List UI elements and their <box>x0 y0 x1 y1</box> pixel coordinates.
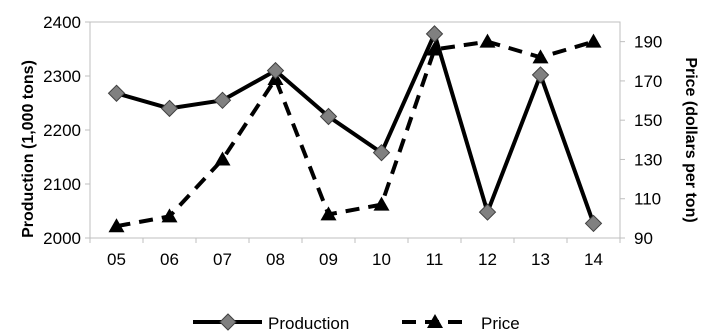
production-point <box>160 99 179 118</box>
y-left-tick-label: 2200 <box>43 121 81 140</box>
price-series-line <box>116 39 595 229</box>
y-left-tick-label: 2000 <box>43 229 81 248</box>
legend-price-marker <box>427 314 443 328</box>
x-tick-label: 06 <box>160 250 179 269</box>
x-tick-label: 09 <box>319 250 338 269</box>
x-tick-label: 05 <box>107 250 126 269</box>
y-axis-right-ticks: 90 110 130 150 170 190 <box>620 33 662 248</box>
y-right-tick-label: 110 <box>634 190 661 209</box>
production-point <box>425 25 444 43</box>
y-axis-left-ticks: 2000 2100 2200 2300 2400 <box>43 13 90 248</box>
legend-price-label: Price <box>481 314 520 332</box>
y-left-tick-label: 2300 <box>43 67 81 86</box>
legend-production-marker <box>219 313 237 331</box>
legend-price: Price <box>402 314 520 332</box>
price-point <box>532 49 549 64</box>
production-point <box>213 91 232 110</box>
legend: Production Price <box>193 313 520 332</box>
price-point <box>373 196 390 211</box>
price-point <box>320 206 337 221</box>
y-right-tick-label: 170 <box>634 72 662 91</box>
x-tick-label: 11 <box>426 250 444 269</box>
price-point <box>585 33 602 48</box>
price-point <box>161 208 178 223</box>
y-axis-right-title: Price (dollars per ton) <box>682 57 699 222</box>
y-right-tick-label: 150 <box>634 111 662 130</box>
price-point <box>214 151 231 166</box>
price-point <box>479 33 496 48</box>
y-right-tick-label: 130 <box>634 150 662 169</box>
production-point <box>372 143 391 162</box>
production-point <box>478 203 497 221</box>
production-point <box>584 214 603 233</box>
x-tick-label: 08 <box>266 250 285 269</box>
production-series-line <box>115 31 596 225</box>
x-tick-label: 07 <box>213 250 232 269</box>
y-left-tick-label: 2100 <box>43 175 81 194</box>
legend-production-label: Production <box>268 314 349 332</box>
legend-production: Production <box>193 313 349 332</box>
production-point <box>266 61 285 80</box>
x-tick-label: 14 <box>584 250 603 269</box>
production-point <box>107 84 126 102</box>
x-axis-ticks: 05 06 07 08 09 10 11 12 13 14 <box>89 238 621 269</box>
price-point <box>108 218 125 233</box>
x-tick-label: 10 <box>372 250 391 269</box>
production-point <box>319 107 338 126</box>
y-left-tick-label: 2400 <box>43 13 81 32</box>
y-axis-left-title: Production (1,000 tons) <box>20 60 37 238</box>
production-point <box>531 66 550 84</box>
x-tick-label: 12 <box>478 250 497 269</box>
y-right-tick-label: 190 <box>634 33 662 52</box>
series-layer <box>107 25 603 233</box>
y-right-tick-label: 90 <box>634 229 653 248</box>
x-tick-label: 13 <box>531 250 550 269</box>
